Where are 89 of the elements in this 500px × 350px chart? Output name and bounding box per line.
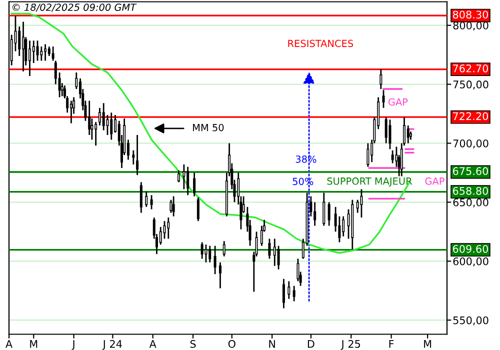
candlestick (384, 116, 388, 144)
candlestick (193, 172, 196, 197)
candlestick (314, 202, 316, 226)
candlestick (88, 100, 91, 136)
candlestick (366, 142, 370, 168)
candlestick (36, 40, 39, 62)
candlestick (200, 242, 204, 260)
ref-line-label: 722.20 (453, 112, 488, 120)
x-tick-label: J 24 (102, 340, 122, 350)
x-tick-label: A (6, 340, 12, 348)
annotation: RESISTANCES (288, 40, 354, 48)
x-tick-label: J 25 (340, 340, 360, 350)
x-tick-label: A (149, 340, 156, 348)
candlestick (360, 188, 363, 218)
candlestick (132, 150, 135, 166)
candlestick (150, 194, 153, 210)
ref-line-label: 762.70 (453, 64, 488, 72)
candlestick (196, 196, 200, 222)
candlestick (222, 240, 226, 258)
candlestick (356, 199, 359, 214)
candlestick (28, 40, 31, 77)
x-tick-label: S (190, 340, 196, 348)
ref-line-label: 675.60 (452, 167, 488, 176)
candlestick (177, 170, 180, 183)
candlestick (18, 26, 21, 57)
candlestick (48, 46, 50, 57)
candlestick (292, 285, 296, 302)
y-tick-label: 650,00 (453, 198, 488, 208)
candlestick (328, 202, 330, 226)
candlestick (94, 121, 98, 146)
line-series (10, 12, 410, 254)
annotation: GAP (388, 98, 408, 106)
candlestick (277, 245, 280, 270)
candlestick (204, 244, 208, 264)
candlestick (167, 216, 170, 240)
candlestick (159, 226, 162, 246)
ref-line-label: 658.80 (452, 186, 488, 195)
y-tick-label: 550,00 (453, 316, 488, 326)
candlestick (218, 262, 222, 289)
candlestick (322, 192, 326, 226)
x-tick-label: J (72, 340, 74, 350)
candlestick (388, 118, 392, 150)
candlestick (22, 21, 25, 72)
candlestick (145, 190, 148, 208)
candlestick (391, 150, 394, 164)
x-tick-label: O (228, 340, 236, 348)
candlestick (75, 72, 78, 90)
candlestick (70, 100, 72, 124)
candlestick (40, 46, 43, 62)
candlestick (268, 238, 271, 260)
candlestick (406, 124, 410, 144)
candlestick (182, 164, 186, 190)
candlestick (288, 280, 290, 300)
candlestick (282, 278, 285, 310)
candlestick (380, 68, 382, 90)
annotation: MM 50 (193, 124, 224, 132)
annotation: GAP (425, 177, 444, 185)
x-tick-label: N (269, 340, 275, 348)
candlestick (136, 134, 139, 176)
candlestick (110, 112, 113, 140)
candlestick (214, 245, 216, 275)
candlestick (273, 238, 276, 267)
candlestick (170, 199, 172, 214)
candlestick (106, 114, 109, 136)
y-tick-label: 750,00 (453, 80, 488, 90)
candlestick (102, 102, 105, 131)
x-tick-label: D (308, 340, 314, 348)
x-tick-label: M (30, 340, 38, 348)
x-tick-label: F (389, 340, 394, 348)
candlestick (296, 258, 300, 282)
annotation: © 18/02/2025 09:00 GMT (12, 4, 137, 12)
annotation: 38% (296, 155, 316, 163)
ref-line-label: 808.30 (452, 10, 488, 19)
candlestick (342, 216, 345, 238)
x-tick-label: M (424, 340, 432, 348)
y-tick-label: 700,00 (453, 139, 488, 148)
candlestick (52, 46, 54, 62)
candlestick (208, 245, 212, 264)
candlestick (44, 44, 47, 62)
ref-line-label: 609.60 (452, 244, 488, 253)
candlestick (172, 196, 175, 218)
candlestick (140, 181, 142, 214)
candlestick (186, 166, 190, 196)
annotation: SUPPORT MAJEUR (327, 177, 412, 187)
annotation: 50% (292, 178, 314, 186)
candlestick (98, 107, 101, 126)
candlestick (382, 89, 385, 109)
y-tick-label: 600,00 (453, 257, 488, 266)
candlestick (32, 40, 35, 64)
